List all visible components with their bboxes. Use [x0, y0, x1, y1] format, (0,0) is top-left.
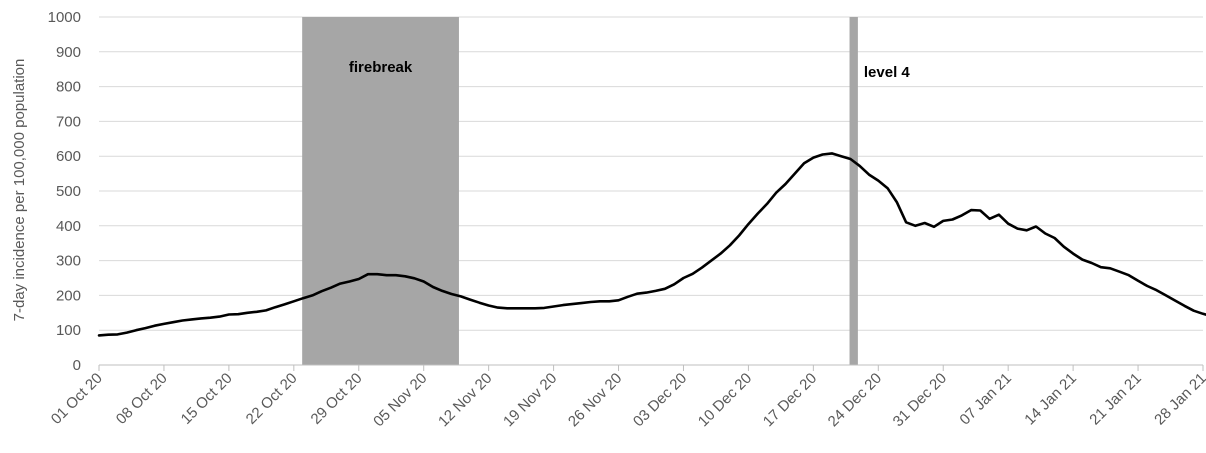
x-tick-label-7: 19 Nov 20 [500, 370, 560, 430]
shaded-period-level-4 [849, 17, 858, 365]
y-tick-label-900: 900 [56, 44, 81, 61]
y-tick-labels: 0 100 200 300 400 500 600 700 800 900 1000 [48, 9, 81, 374]
x-tick-label-3: 22 Oct 20 [243, 370, 301, 428]
x-tick-label-6: 12 Nov 20 [435, 370, 495, 430]
y-tick-label-600: 600 [56, 148, 81, 165]
annotation-level-4: level 4 [864, 64, 911, 81]
x-tick-label-14: 07 Jan 21 [956, 370, 1015, 429]
x-tick-label-4: 29 Oct 20 [308, 370, 366, 428]
x-tick-label-12: 24 Dec 20 [825, 370, 885, 430]
x-tick-label-8: 26 Nov 20 [565, 370, 625, 430]
x-tick-label-2: 15 Oct 20 [178, 370, 236, 428]
series-lines [97, 152, 1206, 337]
gridlines [99, 16, 1203, 331]
x-tick-labels: 01 Oct 20 08 Oct 20 15 Oct 20 22 Oct 20 29 O… [48, 370, 1206, 430]
y-tick-label-200: 200 [56, 287, 81, 304]
y-tick-label-500: 500 [56, 183, 81, 200]
y-tick-label-400: 400 [56, 218, 81, 235]
x-tick-label-17: 28 Jan 21 [1151, 370, 1206, 429]
x-tick-label-15: 14 Jan 21 [1021, 370, 1080, 429]
shaded-periods [302, 17, 858, 365]
axes [98, 364, 1204, 371]
x-tick-label-1: 08 Oct 20 [113, 370, 171, 428]
x-tick-label-16: 21 Jan 21 [1086, 370, 1145, 429]
shaded-period-firebreak [302, 17, 459, 365]
x-tick-label-0: 01 Oct 20 [48, 370, 106, 428]
y-tick-label-0: 0 [73, 357, 81, 374]
y-tick-label-1000: 1000 [48, 9, 81, 26]
x-tick-label-9: 03 Dec 20 [630, 370, 690, 430]
x-tick-label-11: 17 Dec 20 [760, 370, 820, 430]
x-tick-label-10: 10 Dec 20 [695, 370, 755, 430]
y-tick-label-700: 700 [56, 113, 81, 130]
annotation-firebreak: firebreak [349, 59, 413, 76]
annotations: firebreak level 4 [349, 59, 911, 81]
x-tick-label-13: 31 Dec 20 [890, 370, 950, 430]
y-tick-label-800: 800 [56, 79, 81, 96]
series-line-0 [97, 152, 1206, 337]
y-tick-label-300: 300 [56, 253, 81, 270]
x-tick-label-5: 05 Nov 20 [370, 370, 430, 430]
y-tick-label-100: 100 [56, 322, 81, 339]
y-axis-title: 7-day incidence per 100,000 population [11, 59, 28, 322]
